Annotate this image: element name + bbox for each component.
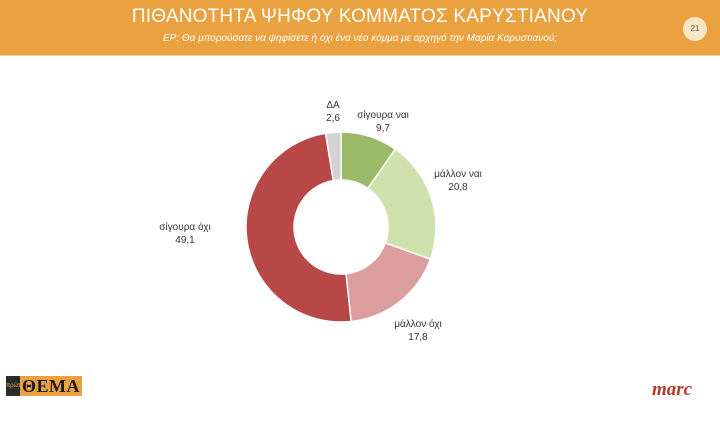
pie-slice — [366, 148, 437, 261]
thema-logo-text: ΘΕΜΑ — [22, 375, 80, 396]
slice-value-label: 2,6 — [326, 113, 340, 124]
page-number-badge: 21 — [683, 17, 707, 41]
slice-value-label: 49,1 — [175, 235, 195, 246]
thema-logo: πρώτο ΘΕΜΑ — [6, 376, 82, 396]
slice-value-label: 20,8 — [448, 182, 468, 193]
header-divider — [0, 55, 720, 56]
slice-label: μάλλον όχι — [394, 318, 442, 330]
thema-logo-tag: πρώτο — [6, 376, 24, 396]
pie-slice — [324, 131, 342, 182]
slice-label: σίγουρα όχι — [159, 221, 210, 233]
pie-slice — [345, 241, 432, 323]
question-subtitle: ΕΡ: Θα μπορούσατε να ψηφίσετε ή όχι ένα … — [162, 33, 558, 44]
pie-slice — [245, 132, 352, 323]
slice-label: μάλλον ναι — [434, 168, 482, 180]
slice-label: ΔΑ — [326, 100, 340, 111]
header-bar: ΠΙΘΑΝΟΤΗΤΑ ΨΗΦΟΥ ΚΟΜΜΑΤΟΣ ΚΑΡΥΣΤΙΑΝΟΥ ΕΡ… — [0, 0, 720, 55]
marc-logo: marc — [652, 379, 693, 400]
page-title: ΠΙΘΑΝΟΤΗΤΑ ΨΗΦΟΥ ΚΟΜΜΑΤΟΣ ΚΑΡΥΣΤΙΑΝΟΥ — [131, 6, 589, 27]
slice-value-label: 9,7 — [376, 123, 390, 134]
slice-value-label: 17,8 — [408, 332, 428, 343]
slice-label: σίγουρα ναι — [357, 109, 409, 121]
